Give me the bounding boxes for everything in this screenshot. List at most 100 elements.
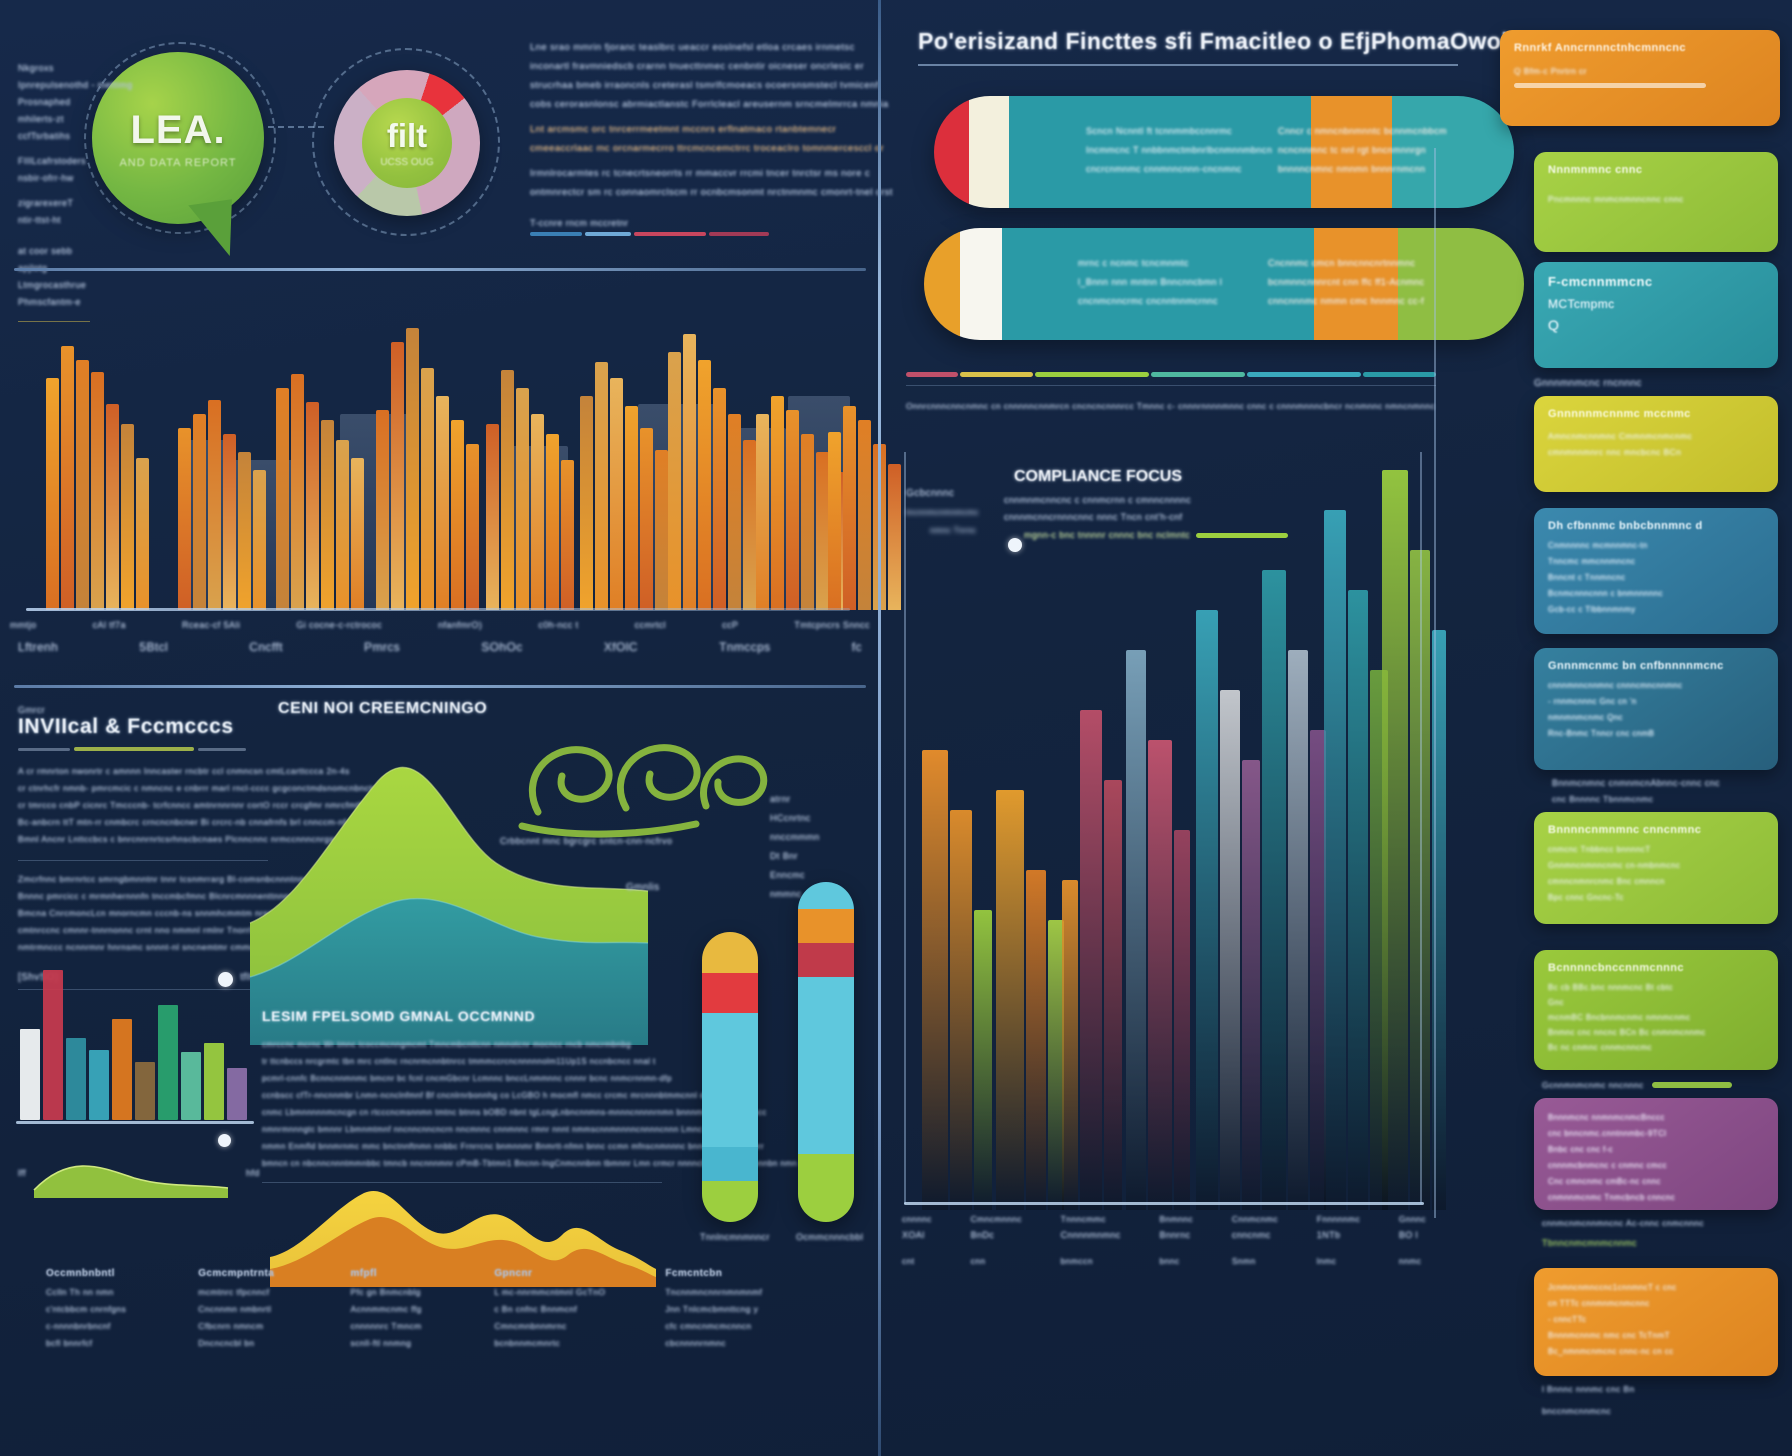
pill-right-line: cnncnnnmc nmmn cmc hnnmnc cc-f [1268,296,1425,306]
side-card-blue-b[interactable]: Gnnnmcnmc bn cnfbnnnnmcnc cnnnmnncnnmnc … [1534,648,1778,770]
thermo-segment [798,943,854,978]
side-card-green-c[interactable]: Bcnnnncbnccnnmcnnnc Bc cb BBc.bnc nnnmcn… [1534,950,1778,1070]
quality-line: cmrccnc mcrnc Wr tmnc tcoccmcnngmcmt Tmn… [262,1040,632,1049]
pill-body-line: l_Bnnn nnn mntnn Bnncnncbmn l [1078,277,1223,287]
metrics-sub-line: Bmcna CnrcmoncLcn mnorncmn cccnb-ns snnm… [18,908,418,918]
donut-center: filt UCSS OUG [361,97,453,189]
bar [828,432,841,610]
orange-bar-chart [28,300,901,610]
side-caption-row: Gcnnmnmcnmc nncnnnc [1542,1080,1732,1090]
bar [121,424,134,610]
x-tick-top: Tnnncmmc [1060,1214,1106,1224]
x-tick-top: nfanfmrO) [438,620,483,630]
side-card-purple-a[interactable]: Bnnnmcnc nnmnmcnmcBnccc cnc bnncnmc.cnnt… [1534,1098,1778,1210]
pill-right-line: Cncnnmc cmcn bnncnncnrtnnmnc [1268,258,1416,268]
metrics-title: INVIIcal & Fccmcccs [18,715,234,738]
bar [46,378,59,610]
side-card-blue-a[interactable]: Dh cfbnnmc bnbcbnnmnc d Cnmnnnnc mcmnnmn… [1534,508,1778,634]
footer-column: Gcmcmpntrnta mcmtnrc tfpcnncf Cncnnmn nm… [198,1268,290,1352]
footer-title: Occmnbnbntl [46,1268,115,1279]
compliance-y-axis [904,452,906,1204]
side-card-green-a[interactable]: Nnnmnmnc cnnc Pncmnnnc mnmcnmnncnnc cnnc [1534,152,1778,252]
x-tick-bottom: Pmrcs [364,640,401,654]
green-teal-area-chart [249,766,649,1045]
compliance-bar [1080,710,1102,1210]
x-tick-bottom: Tnmccps [719,640,771,654]
side-card-yellow-a[interactable]: Gnnnnnmcnnmc mccnmc Amncnmcnnmnc Cmmnmcn… [1534,396,1778,492]
side-card-orange-bottom[interactable]: Jcnmncnmnccnc1cnnmncT c cnc cn TTTc cnnm… [1534,1268,1778,1376]
intro-line: Lne srao mmrin fjoranc teaslbrc ueaccr e… [530,42,855,53]
thermo-segment [702,1181,758,1222]
pill-segment-teal [1002,228,1314,340]
bar [771,396,784,610]
compliance-right-axis [1420,452,1422,1204]
right-title-underline [918,64,1458,66]
x-tick-top: ccmrtcl [634,620,666,630]
x-tick-mid: Cnnnnmnmnc [1060,1230,1121,1240]
left-side-notes: Nkgroxs Ipnrepulsenothd - mettimg Prosna… [18,60,132,322]
thermo-segment [702,932,758,973]
metrics-axis-label-left: [ShvSO) [18,972,59,983]
metrics-body-line: A cr rmnrton nwonrtr c amnnn Inncaster r… [18,766,350,776]
compliance-accent-row: mgnn-c bnc tnnnnr cnnnc bnc nclmntc [1024,530,1289,540]
pill-body-line: cncrcnmnmc cnnmnncnnn-cncnmnc [1086,164,1242,174]
side-note: at coor sebb [18,246,73,256]
card-line: Cnmnnnnc mcmnnmnc-tn [1548,541,1648,550]
card-line: cnnnmcbnmcnc c cnmnc cmcc [1548,1161,1667,1170]
bubble-sublabel: AND DATA REPORT [119,156,237,169]
side-card-teal-a[interactable]: F-cmcnnmmcnc MCTcmpmc Q [1534,262,1778,368]
side-note: ccfTsrbatihs [18,131,71,141]
side-note: zigrarexereT [18,198,74,208]
compliance-bar [1126,650,1146,1210]
x-tick-bot: lnmc [1316,1256,1337,1266]
pill-segment-red [934,96,969,208]
intro-line: cobs cerorasnlonsc abrmiactlanstc Forrlc… [530,99,889,110]
x-tick-group: Tnnncmmc Cnnnnmnmnc bnmccn [1061,1214,1121,1266]
compliance-bar [996,790,1024,1210]
side-card-green-b[interactable]: Bnnnncnmnmnc cnncnmnc cnmcnc Tnbbncc bnn… [1534,812,1778,924]
subtitle-line: cnnmnmcnncnc c cnnmcrnn c cmnncnnnnc [1004,495,1191,505]
green-doodle-scribble [518,744,768,838]
bar [61,346,74,610]
x-tick-group: cnnnnc XOAl cnt [902,1214,932,1266]
pill-right-line: Cnncr c nmncnbnmnntc bcnnmcnbbcm [1278,126,1447,136]
bar [546,434,559,610]
card-line: MCTcmpmc [1548,297,1615,311]
left-footer-labels: Occmnbnbntl Cclln Th nn nmn c'ntcbbcm cn… [46,1268,766,1352]
x-tick-top: cnnnnc [902,1214,932,1224]
bar [376,410,389,610]
engagement-note: nnccmmmn [770,832,820,842]
card-line: Tnncmc mmcnnmncnc [1548,557,1636,566]
thermo-segment [798,977,854,1154]
compliance-bar [1324,510,1346,1210]
card-line: Bnnnmcnc nnmnmcnmcBnccc [1548,1113,1665,1122]
side-note: mhilerts-zt [18,114,64,124]
footer-line: L mc-nnrmmcntmnl GcTnO [494,1287,606,1297]
intro-line: inconartl fravmniedscb crarnn tnuecttnme… [530,61,864,72]
side-card-orange-top[interactable]: Rnnrkf Anncrnnnctnhcmnncnc Q Bfm-c Pnrtr… [1500,30,1780,126]
bar [276,388,289,610]
donut-dash-ring [312,48,500,236]
footer-line: c'ntcbbcm cnrnfgns [46,1304,127,1314]
intro-line: ontmnrectcr sm rc connaomrclscm rr ocnbc… [530,187,893,198]
bar [728,414,741,610]
x-tick-top: mmtjo [10,620,37,630]
accent-bar [1196,532,1289,538]
footer-line: scnll-ftl nnmng [350,1338,412,1348]
donut-center-sublabel: UCSS OUG [380,157,434,169]
left-divider-2 [14,685,866,688]
x-tick-bot: bnnc [1159,1256,1180,1266]
metrics-body-line: Bc-anbcrn ttT mtn-rr cnmbcrc crncncnbcne… [18,817,347,827]
x-tick-top: Bnmnnc [1159,1214,1194,1224]
side-caption-1: Gnnnmnmcnc rncnnnc [1534,378,1642,389]
side-caption-5: cnnmcnmcnnmncnc Ac-cnnc cnmcnnnc [1542,1218,1705,1228]
x-tick-bottom: fc [851,640,862,654]
side-caption-6: Tbnncnmcmnmcnnmc [1542,1238,1637,1248]
footer-column: mfpfl Pfc gn Bnmcnblg Acnnmmcnmc ffg cnn… [351,1268,435,1352]
card-line: cnnnmnncnnmnc cnnncmncnnmnc [1548,681,1683,690]
pill-right-line: bnnnncnmnc nmnmn bnnnrnmcnn [1278,164,1426,174]
bar [391,342,404,610]
card-title: Dh cfbnnmc bnbcbnnmnc d [1548,520,1703,532]
caption-accent-bar [1651,1082,1732,1088]
legend-bar [1246,372,1362,377]
